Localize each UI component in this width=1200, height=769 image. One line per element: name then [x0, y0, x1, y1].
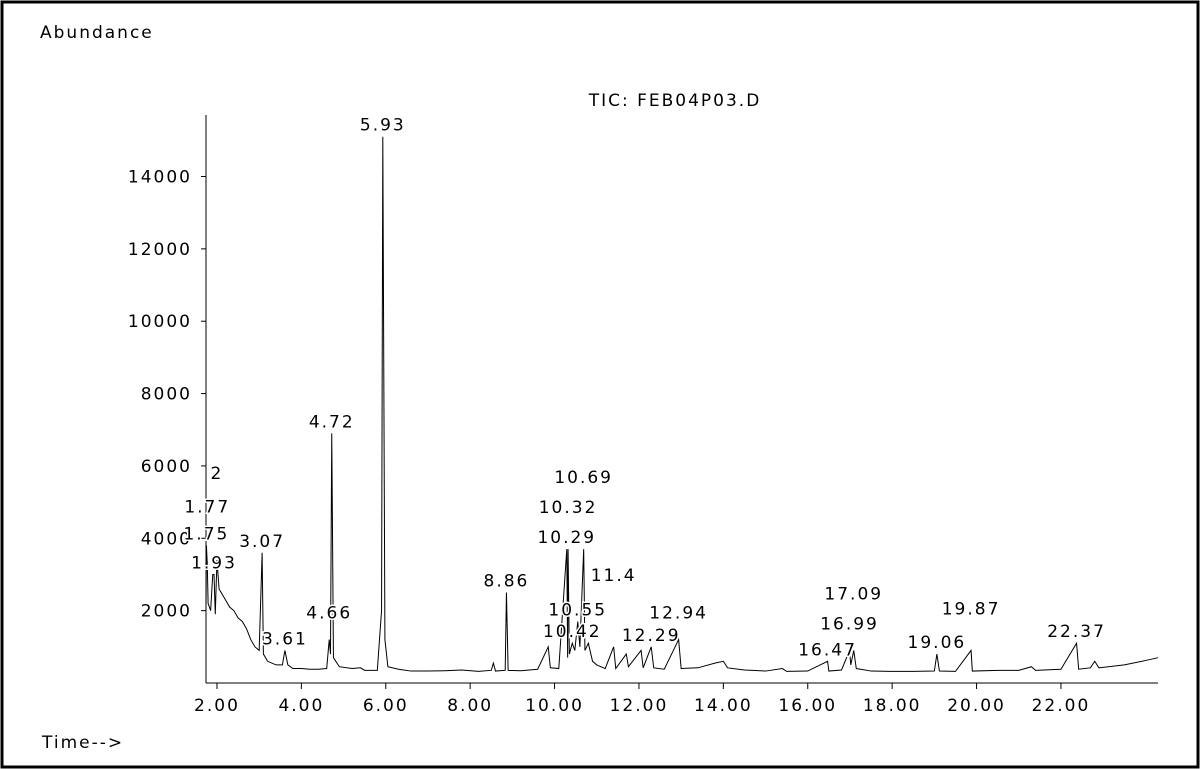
peak-label: 16.99	[820, 614, 879, 634]
peak-label: 10.32	[539, 498, 598, 518]
x-tick-label: 12.00	[610, 696, 669, 716]
peak-label: 10.42	[543, 622, 602, 642]
y-tick-label: 10000	[128, 312, 192, 332]
peak-label: 16.47	[798, 640, 857, 660]
x-axis-label: Time-->	[41, 733, 124, 753]
x-tick-label: 8.00	[447, 696, 493, 716]
chart-title: TIC: FEB04P03.D	[588, 91, 762, 111]
y-tick-label: 4000	[141, 529, 192, 549]
tic-trace	[205, 136, 1159, 672]
peak-label: 17.09	[824, 584, 883, 604]
peak-label: 22.37	[1047, 622, 1106, 642]
peak-label: 10.69	[554, 468, 613, 488]
y-tick-label: 8000	[141, 385, 192, 405]
peak-label: 5.93	[360, 116, 406, 136]
x-tick-label: 6.00	[363, 696, 409, 716]
peak-label: 2	[211, 464, 224, 484]
x-tick-label: 4.00	[278, 696, 324, 716]
x-tick-label: 2.00	[194, 696, 240, 716]
peak-label: 19.87	[942, 599, 1001, 619]
x-tick-label: 18.00	[863, 696, 922, 716]
peak-label: 11.4	[591, 566, 637, 586]
peak-label: 3.07	[239, 532, 285, 552]
peak-label: 12.94	[649, 604, 708, 624]
x-tick-label: 10.00	[525, 696, 584, 716]
y-tick-label: 12000	[128, 240, 192, 260]
y-axis-label: Abundance	[40, 23, 154, 43]
peak-label: 4.66	[306, 604, 352, 624]
peak-label: 10.29	[537, 528, 596, 548]
y-tick-label: 2000	[141, 602, 192, 622]
peak-label: 1.75	[183, 525, 229, 545]
x-tick-label: 22.00	[1032, 696, 1091, 716]
peak-label: 4.72	[309, 412, 355, 432]
x-tick-label: 20.00	[947, 696, 1006, 716]
peak-label: 8.86	[484, 572, 530, 592]
y-tick-label: 6000	[141, 457, 192, 477]
peak-label: 10.55	[548, 600, 607, 620]
x-tick-label: 16.00	[778, 696, 837, 716]
y-tick-label: 14000	[128, 168, 192, 188]
peak-label: 1.77	[184, 498, 230, 518]
x-tick-label: 14.00	[694, 696, 753, 716]
peak-label: 19.06	[908, 633, 967, 653]
peak-label: 1.93	[191, 553, 237, 573]
peak-label: 3.61	[262, 629, 308, 649]
peak-label: 12.29	[622, 626, 681, 646]
